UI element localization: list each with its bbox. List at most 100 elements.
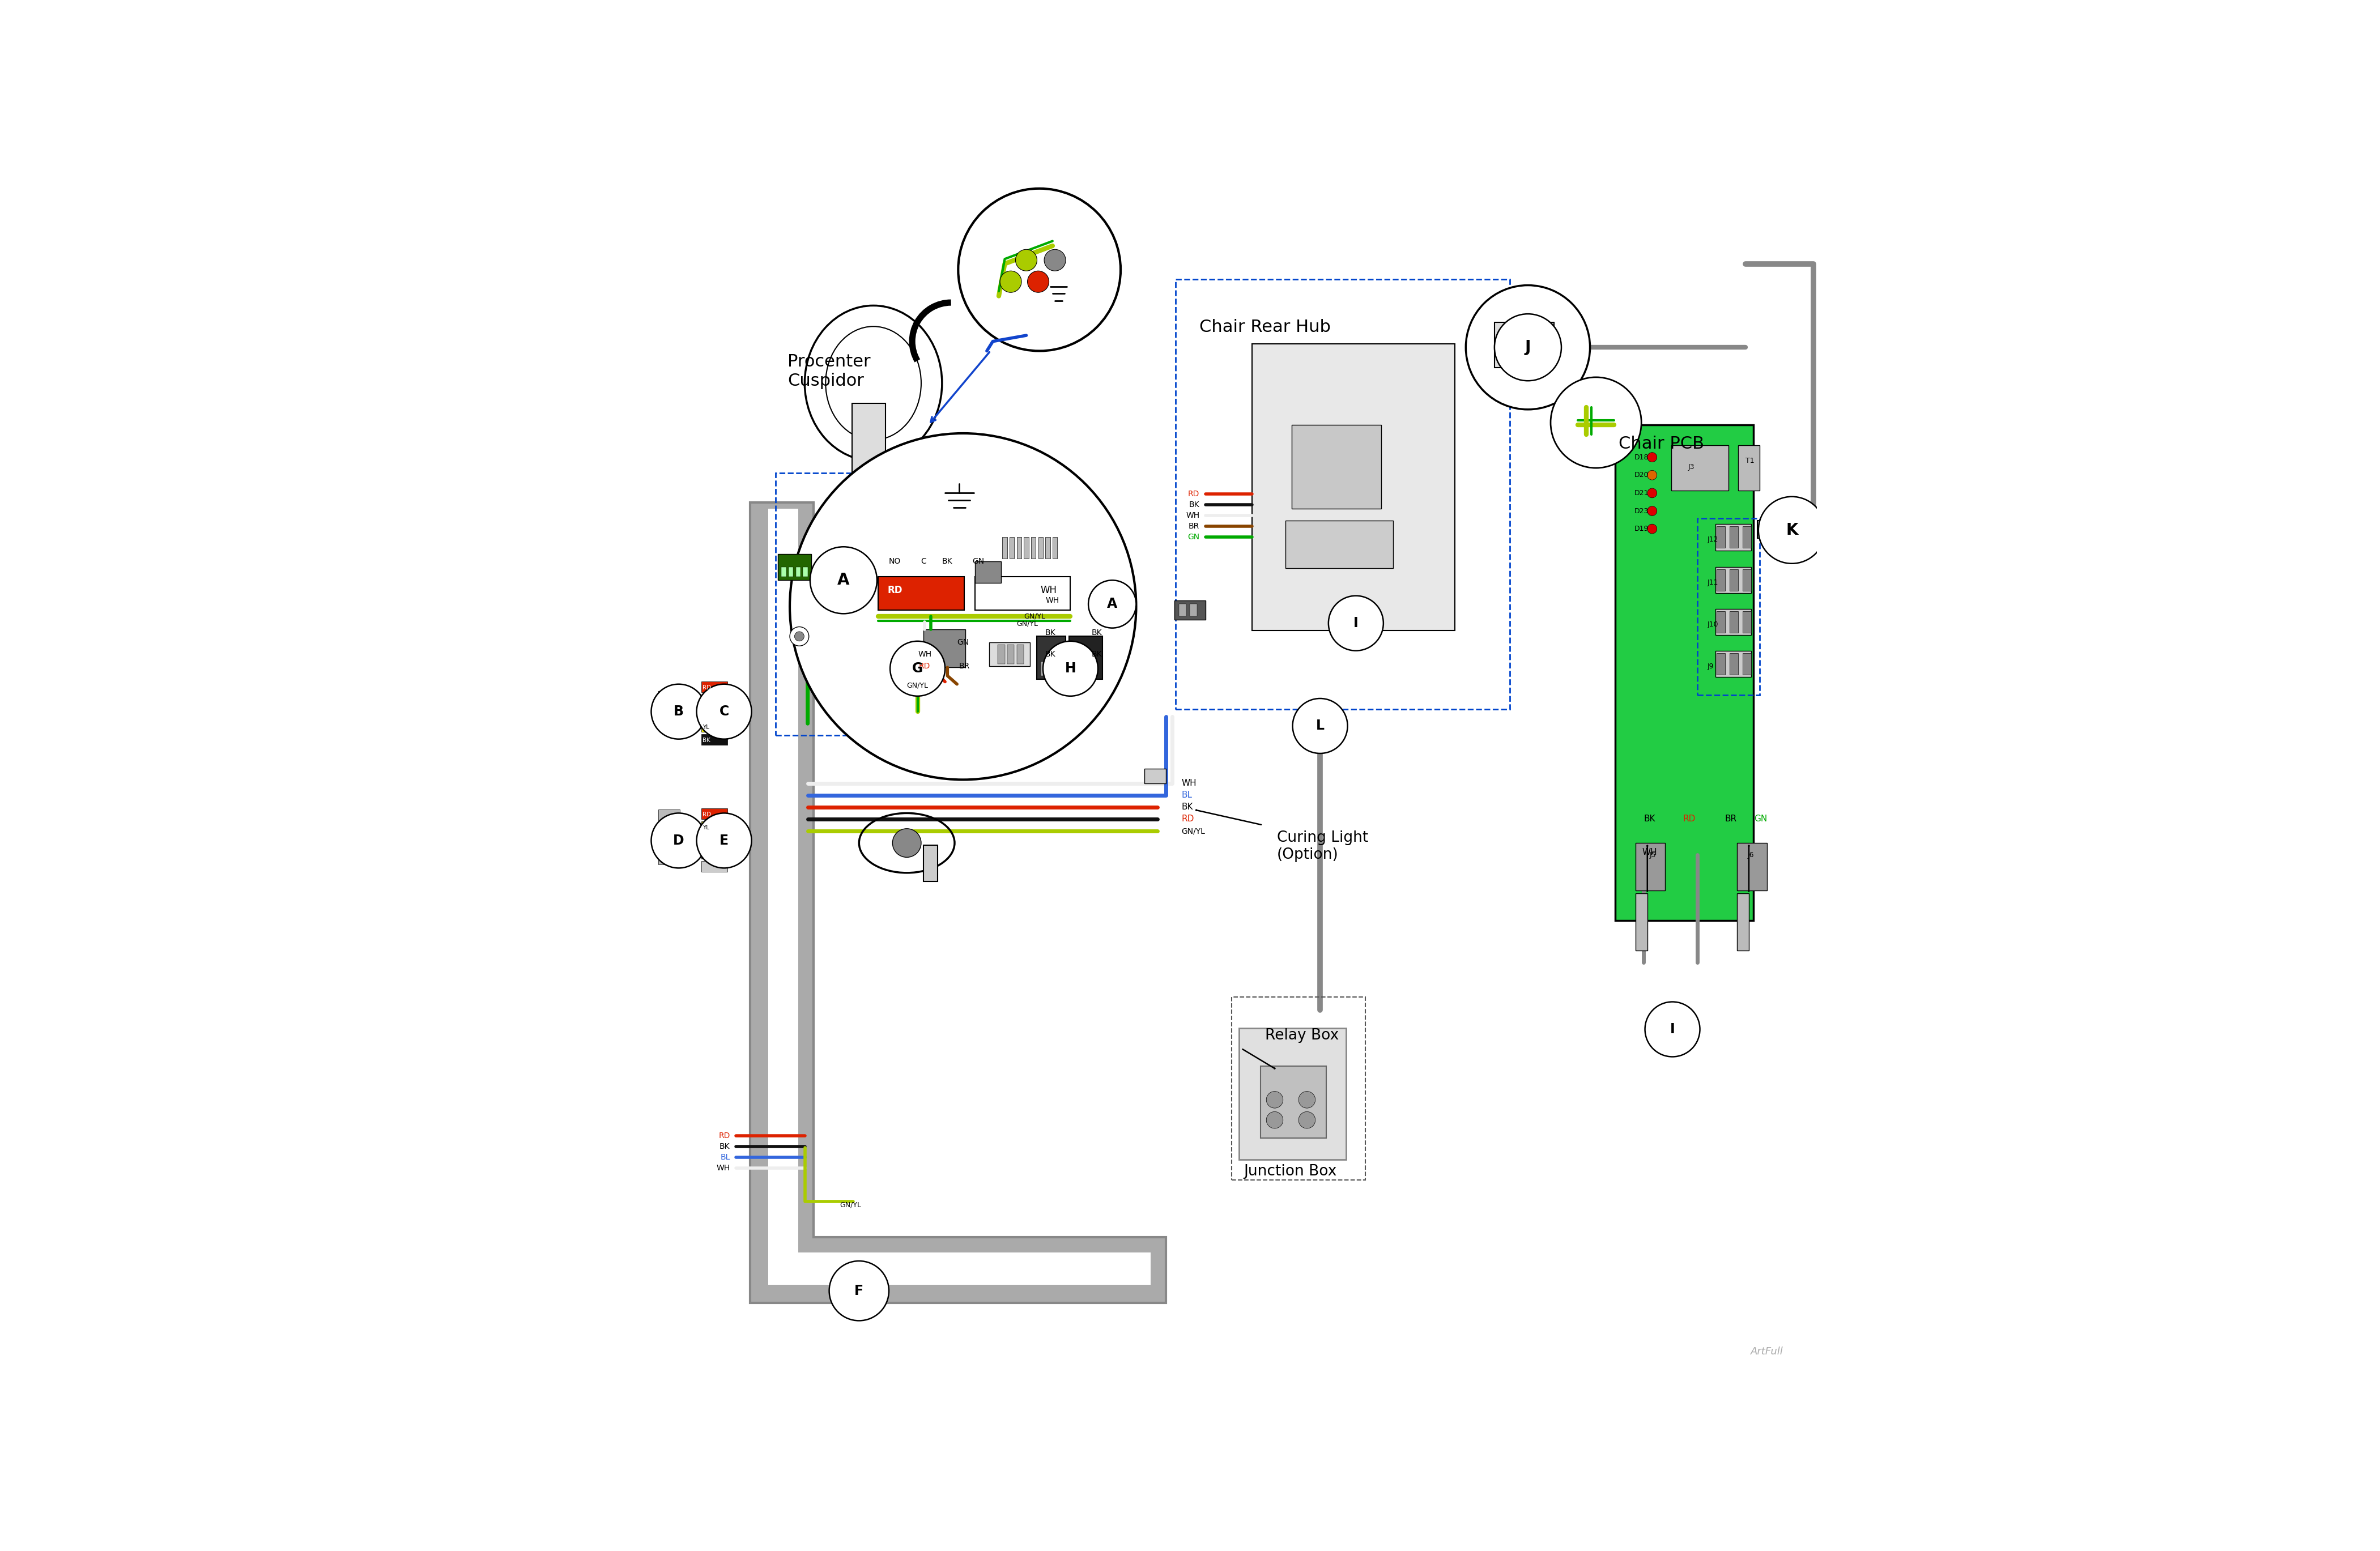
Circle shape xyxy=(697,684,752,740)
FancyBboxPatch shape xyxy=(1045,537,1050,558)
FancyBboxPatch shape xyxy=(1078,661,1083,676)
FancyBboxPatch shape xyxy=(1716,524,1752,551)
FancyBboxPatch shape xyxy=(1756,521,1787,538)
Circle shape xyxy=(1647,524,1656,534)
FancyBboxPatch shape xyxy=(702,834,728,845)
Text: BR: BR xyxy=(1188,523,1200,530)
Circle shape xyxy=(1016,250,1038,271)
FancyBboxPatch shape xyxy=(1742,526,1752,548)
FancyBboxPatch shape xyxy=(1190,603,1197,616)
FancyBboxPatch shape xyxy=(976,561,1002,583)
Text: BK: BK xyxy=(1180,803,1192,811)
FancyBboxPatch shape xyxy=(1007,645,1014,664)
Text: WH: WH xyxy=(1185,512,1200,520)
Circle shape xyxy=(1552,377,1642,468)
FancyBboxPatch shape xyxy=(1716,611,1726,633)
FancyBboxPatch shape xyxy=(1742,653,1752,675)
Circle shape xyxy=(1328,596,1383,651)
Text: RD: RD xyxy=(1180,814,1195,824)
Text: Curing Light
(Option): Curing Light (Option) xyxy=(1278,831,1368,862)
Circle shape xyxy=(890,641,945,696)
Circle shape xyxy=(1466,285,1590,409)
Circle shape xyxy=(1028,271,1050,293)
Text: J5: J5 xyxy=(1649,851,1656,859)
FancyBboxPatch shape xyxy=(1261,1066,1326,1138)
Text: BK: BK xyxy=(702,737,712,743)
Text: G: G xyxy=(912,662,923,675)
Text: D23: D23 xyxy=(1635,507,1649,515)
Text: B: B xyxy=(674,704,683,718)
FancyBboxPatch shape xyxy=(1002,537,1007,558)
Circle shape xyxy=(790,433,1135,780)
Text: GN: GN xyxy=(1754,814,1768,824)
Text: BK: BK xyxy=(1045,628,1054,637)
FancyBboxPatch shape xyxy=(1514,338,1526,349)
Text: WH: WH xyxy=(919,650,931,658)
FancyBboxPatch shape xyxy=(923,845,938,881)
FancyBboxPatch shape xyxy=(1716,526,1726,548)
FancyBboxPatch shape xyxy=(1730,611,1737,633)
Text: Procenter
Cuspidor: Procenter Cuspidor xyxy=(788,354,871,389)
Circle shape xyxy=(652,684,707,740)
Text: A: A xyxy=(1107,597,1119,611)
Text: C: C xyxy=(719,704,728,718)
Text: RD: RD xyxy=(719,1132,731,1140)
FancyBboxPatch shape xyxy=(659,707,681,720)
FancyBboxPatch shape xyxy=(1178,603,1185,616)
FancyBboxPatch shape xyxy=(702,861,728,872)
Text: I: I xyxy=(1354,616,1359,630)
Text: BL: BL xyxy=(721,1152,731,1162)
FancyBboxPatch shape xyxy=(1730,653,1737,675)
FancyBboxPatch shape xyxy=(1499,352,1511,363)
Text: GN: GN xyxy=(1188,534,1200,541)
Text: RD: RD xyxy=(919,662,931,670)
Text: A: A xyxy=(838,572,850,588)
Text: WH: WH xyxy=(1180,779,1197,788)
Circle shape xyxy=(1042,641,1097,696)
Text: J3: J3 xyxy=(1687,464,1695,470)
Text: RD: RD xyxy=(702,811,712,817)
Text: BK: BK xyxy=(1645,814,1656,824)
Circle shape xyxy=(1647,453,1656,462)
Circle shape xyxy=(1495,313,1561,382)
Text: K: K xyxy=(1785,523,1797,538)
Circle shape xyxy=(652,813,707,869)
Text: GN/YL: GN/YL xyxy=(840,1200,862,1208)
Text: WH: WH xyxy=(1642,848,1656,856)
FancyBboxPatch shape xyxy=(1052,661,1057,676)
FancyBboxPatch shape xyxy=(1073,661,1076,676)
FancyBboxPatch shape xyxy=(976,577,1071,610)
Text: GN/YL: GN/YL xyxy=(1023,613,1045,620)
Text: D: D xyxy=(674,834,683,847)
Text: Chair Rear Hub: Chair Rear Hub xyxy=(1200,320,1330,335)
FancyBboxPatch shape xyxy=(788,568,793,577)
FancyBboxPatch shape xyxy=(878,577,964,610)
Text: J12: J12 xyxy=(1706,537,1718,543)
Text: YL: YL xyxy=(702,724,709,731)
FancyBboxPatch shape xyxy=(1528,352,1540,363)
FancyBboxPatch shape xyxy=(1635,893,1647,951)
FancyBboxPatch shape xyxy=(1069,636,1102,679)
FancyBboxPatch shape xyxy=(659,692,681,704)
FancyBboxPatch shape xyxy=(1052,537,1057,558)
Circle shape xyxy=(1647,506,1656,516)
Text: D19: D19 xyxy=(1635,526,1649,532)
Text: H: H xyxy=(1064,662,1076,675)
Text: J9: J9 xyxy=(1706,662,1714,670)
Text: RD: RD xyxy=(1683,814,1695,824)
FancyBboxPatch shape xyxy=(1716,653,1726,675)
FancyBboxPatch shape xyxy=(1528,338,1540,349)
FancyBboxPatch shape xyxy=(1495,323,1554,368)
Text: BK: BK xyxy=(942,557,952,565)
FancyBboxPatch shape xyxy=(923,630,966,667)
Text: RD: RD xyxy=(702,686,712,690)
FancyBboxPatch shape xyxy=(795,568,800,577)
Circle shape xyxy=(1299,1112,1316,1129)
FancyBboxPatch shape xyxy=(1616,425,1754,921)
FancyBboxPatch shape xyxy=(702,734,728,744)
FancyBboxPatch shape xyxy=(702,695,728,706)
FancyBboxPatch shape xyxy=(702,822,728,833)
Text: BK: BK xyxy=(659,712,669,717)
Text: GN: GN xyxy=(957,639,969,647)
Circle shape xyxy=(1266,1112,1283,1129)
